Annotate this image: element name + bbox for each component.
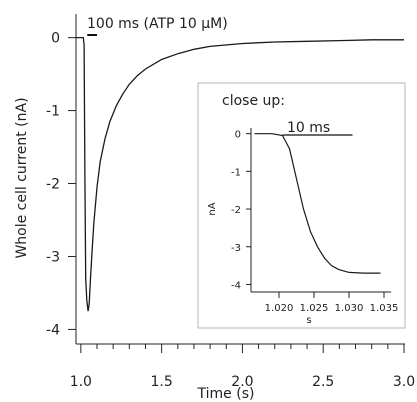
inset-x-tick-label: 1.035 — [370, 303, 399, 314]
inset-y-tick-label: -4 — [231, 280, 241, 291]
main-y-tick-label: -2 — [46, 177, 60, 193]
main-x-ticks: 1.0 1.5 2.0 2.5 3.0 — [70, 344, 415, 390]
main-series-line — [76, 36, 404, 312]
main-x-tick-label: 3.0 — [393, 374, 415, 390]
main-x-tick-label: 2.0 — [231, 374, 253, 390]
main-y-tick-label: 0 — [51, 31, 60, 47]
inset-frame — [197, 82, 406, 329]
main-x-axis-label: Time (s) — [197, 386, 255, 402]
inset-x-axis-label: s — [306, 315, 311, 326]
inset-y-tick-label: -3 — [231, 243, 241, 254]
main-x-tick-label: 1.0 — [70, 374, 92, 390]
inset-annotation: 10 ms — [287, 120, 330, 136]
main-y-tick-label: -4 — [46, 322, 60, 338]
main-annotation: 100 ms (ATP 10 μM) — [87, 16, 228, 32]
inset-x-tick-label: 1.030 — [335, 303, 364, 314]
main-y-tick-label: -1 — [46, 104, 60, 120]
main-y-ticks: 0 -1 -2 -3 -4 — [46, 31, 76, 338]
inset-y-tick-label: 0 — [235, 130, 241, 141]
inset-y-tick-label: -1 — [231, 167, 241, 178]
main-x-tick-label: 1.5 — [151, 374, 173, 390]
inset-y-axis-label: nA — [207, 202, 218, 215]
inset-title: close up: — [222, 93, 285, 109]
inset-y-ticks: 0 -1 -2 -3 -4 — [231, 130, 251, 291]
main-y-tick-label: -3 — [46, 249, 60, 265]
inset-y-tick-label: -2 — [231, 205, 241, 216]
inset-x-ticks: 1.020 1.025 1.030 1.035 — [265, 292, 399, 314]
inset-x-tick-label: 1.020 — [265, 303, 294, 314]
inset-series-line — [254, 133, 381, 274]
main-y-axis-label: Whole cell current (nA) — [14, 97, 30, 258]
main-x-tick-label: 2.5 — [312, 374, 334, 390]
inset-x-tick-label: 1.025 — [300, 303, 329, 314]
